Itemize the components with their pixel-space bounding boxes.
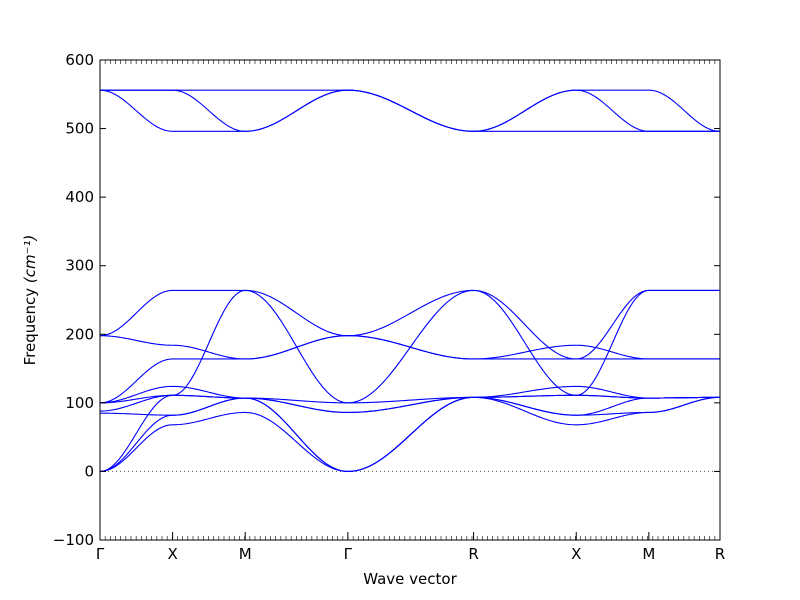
x-tick-label: M [642, 545, 655, 563]
y-tick-label: −100 [53, 531, 94, 549]
y-axis-label-text: Frequency [21, 283, 39, 365]
band-line-3 [99, 394, 720, 472]
ticks-layer: −100 0 100 200 300 400 500 600 Γ X M Γ R X M R [53, 51, 725, 563]
y-tick-label: 500 [65, 120, 94, 138]
y-tick-label: 200 [65, 325, 94, 343]
y-tick-label: 400 [65, 188, 94, 206]
y-axis-label-unit: (cm⁻¹) [21, 235, 39, 284]
y-tick-label: 300 [65, 257, 94, 275]
plot-frame [99, 59, 721, 541]
band-line-5 [99, 394, 720, 414]
x-tick-label: Γ [344, 545, 353, 563]
band-line-10 [99, 289, 720, 404]
y-tick-label: 100 [65, 394, 94, 412]
series-layer [99, 89, 721, 472]
x-tick-label: X [167, 545, 177, 563]
band-line-13 [99, 89, 720, 132]
band-line-6 [99, 385, 720, 404]
band-line-7 [99, 289, 720, 404]
y-tick-label: 600 [65, 51, 94, 69]
x-tick-label: X [571, 545, 581, 563]
y-axis-label: Frequency (cm⁻¹) [21, 235, 39, 366]
axes-layer [99, 59, 721, 541]
x-tick-label: Γ [96, 545, 105, 563]
y-tick-label: 0 [84, 462, 94, 480]
x-axis-label: Wave vector [363, 570, 457, 588]
x-tick-label: R [468, 545, 478, 563]
x-tick-label: R [715, 545, 725, 563]
x-tick-label: M [239, 545, 252, 563]
band-line-8 [99, 289, 720, 360]
